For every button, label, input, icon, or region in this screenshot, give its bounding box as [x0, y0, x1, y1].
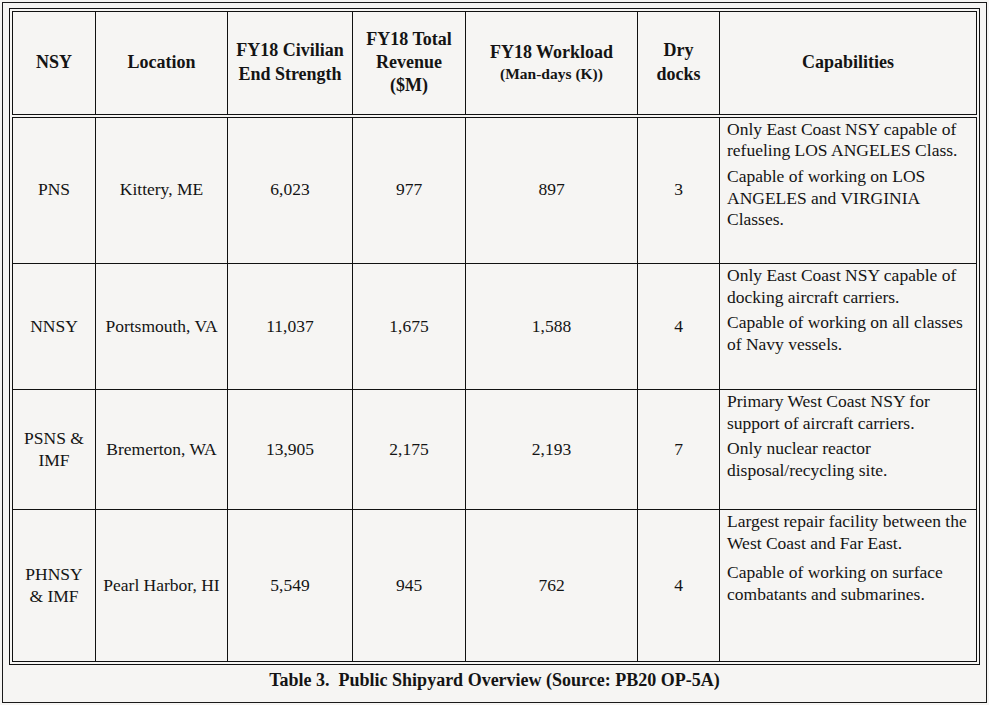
cell-nsy: PSNS & IMF: [13, 390, 96, 510]
capability-text: Primary West Coast NSY for support of ai…: [727, 391, 972, 434]
cell-dry-docks: 3: [638, 116, 720, 264]
cell-capabilities: Primary West Coast NSY for support of ai…: [720, 390, 977, 510]
capability-text: Capable of working on all classes of Nav…: [727, 312, 972, 355]
cell-workload: 762: [466, 510, 638, 662]
header-row: NSY Location FY18 Civilian End Strength …: [13, 12, 977, 116]
cell-nsy: PHNSY & IMF: [13, 510, 96, 662]
col-header-nsy: NSY: [13, 12, 96, 116]
col-header-dry-docks: Dry docks: [638, 12, 720, 116]
col-header-workload-label: FY18 Workload: [490, 42, 613, 62]
cell-total-revenue: 945: [353, 510, 466, 662]
cell-civilian-end-strength: 5,549: [228, 510, 353, 662]
cell-dry-docks: 4: [638, 510, 720, 662]
capability-text: Capable of working on surface combatants…: [727, 562, 972, 605]
col-header-workload: FY18 Workload(Man-days (K)): [466, 12, 638, 116]
table-outer-border: NSY Location FY18 Civilian End Strength …: [9, 8, 980, 665]
col-header-location: Location: [96, 12, 228, 116]
table-row-nnsy: NNSY Portsmouth, VA 11,037 1,675 1,588 4…: [13, 264, 977, 390]
cell-nsy: NNSY: [13, 264, 96, 390]
cell-capabilities: Only East Coast NSY capable of refueling…: [720, 116, 977, 264]
figure-frame: NSY Location FY18 Civilian End Strength …: [2, 2, 987, 703]
capability-text: Only East Coast NSY capable of refueling…: [727, 119, 972, 162]
col-header-civilian-end-strength: FY18 Civilian End Strength: [228, 12, 353, 116]
capability-text: Capable of working on LOS ANGELES and VI…: [727, 166, 972, 231]
cell-workload: 2,193: [466, 390, 638, 510]
capability-text: Only East Coast NSY capable of docking a…: [727, 265, 972, 308]
cell-civilian-end-strength: 13,905: [228, 390, 353, 510]
col-header-workload-sublabel: (Man-days (K)): [468, 64, 635, 84]
col-header-capabilities: Capabilities: [720, 12, 977, 116]
cell-location: Kittery, ME: [96, 116, 228, 264]
table-caption: Table 3. Public Shipyard Overview (Sourc…: [9, 665, 980, 691]
cell-location: Pearl Harbor, HI: [96, 510, 228, 662]
table-row-pns: PNS Kittery, ME 6,023 977 897 3 Only Eas…: [13, 116, 977, 264]
cell-total-revenue: 2,175: [353, 390, 466, 510]
cell-civilian-end-strength: 6,023: [228, 116, 353, 264]
cell-workload: 897: [466, 116, 638, 264]
cell-dry-docks: 7: [638, 390, 720, 510]
col-header-total-revenue: FY18 Total Revenue ($M): [353, 12, 466, 116]
cell-capabilities: Only East Coast NSY capable of docking a…: [720, 264, 977, 390]
shipyard-overview-table: NSY Location FY18 Civilian End Strength …: [12, 11, 977, 662]
cell-capabilities: Largest repair facility between the West…: [720, 510, 977, 662]
cell-civilian-end-strength: 11,037: [228, 264, 353, 390]
table-row-psns-imf: PSNS & IMF Bremerton, WA 13,905 2,175 2,…: [13, 390, 977, 510]
cell-total-revenue: 1,675: [353, 264, 466, 390]
cell-total-revenue: 977: [353, 116, 466, 264]
cell-location: Bremerton, WA: [96, 390, 228, 510]
cell-dry-docks: 4: [638, 264, 720, 390]
cell-nsy: PNS: [13, 116, 96, 264]
cell-location: Portsmouth, VA: [96, 264, 228, 390]
table-row-phnsy-imf: PHNSY & IMF Pearl Harbor, HI 5,549 945 7…: [13, 510, 977, 662]
capability-text: Only nuclear reactor disposal/recycling …: [727, 438, 972, 481]
capability-text: Largest repair facility between the West…: [727, 511, 972, 554]
cell-workload: 1,588: [466, 264, 638, 390]
